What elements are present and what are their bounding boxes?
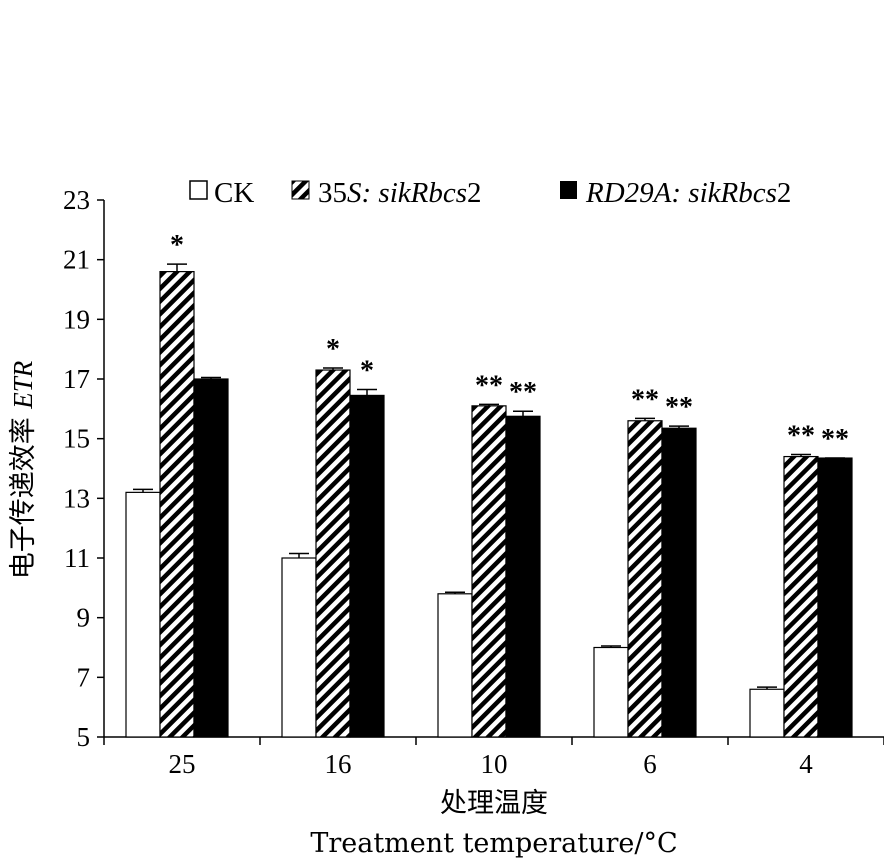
y-axis: 5 7 9 11 13 15 17 19 21 23 bbox=[63, 185, 105, 752]
y-tick-label: 23 bbox=[63, 185, 90, 215]
legend: CK 35S: sikRbcs2 RD29A: sikRbcs2 bbox=[189, 177, 791, 209]
significance-mark: * bbox=[170, 230, 184, 261]
significance-mark: * bbox=[360, 355, 374, 386]
legend-label-35s: 35S: sikRbcs2 bbox=[318, 177, 482, 209]
significance-mark: ** bbox=[821, 424, 849, 455]
bar bbox=[125, 491, 161, 738]
significance-marks: **** ******* **** bbox=[170, 230, 849, 455]
bar bbox=[661, 427, 697, 738]
y-tick-label: 15 bbox=[63, 424, 90, 454]
x-tick-label: 10 bbox=[481, 749, 508, 779]
legend-label-ck: CK bbox=[214, 177, 254, 209]
y-tick-label: 13 bbox=[63, 483, 90, 513]
y-tick-label: 9 bbox=[77, 603, 91, 633]
x-tick-label: 6 bbox=[643, 749, 657, 779]
bars bbox=[125, 271, 853, 738]
significance-mark: * bbox=[326, 334, 340, 365]
legend-swatch-rd29a bbox=[560, 181, 577, 199]
significance-mark: ** bbox=[509, 377, 537, 408]
x-tick-label: 4 bbox=[799, 749, 813, 779]
legend-swatch-35s bbox=[291, 180, 310, 200]
y-tick-label: 5 bbox=[77, 722, 91, 752]
y-tick-label: 19 bbox=[63, 304, 90, 334]
significance-mark: ** bbox=[665, 392, 693, 423]
bar bbox=[471, 405, 507, 738]
x-tick-label: 16 bbox=[325, 749, 352, 779]
error-bars bbox=[133, 263, 845, 690]
bar bbox=[505, 415, 541, 738]
x-axis-title-cn: 处理温度 bbox=[440, 788, 548, 819]
bar bbox=[593, 646, 629, 738]
significance-mark: ** bbox=[787, 420, 815, 451]
x-axis: 25 16 10 6 4 bbox=[103, 736, 884, 779]
legend-swatch-ck bbox=[189, 180, 208, 200]
y-tick-label: 21 bbox=[63, 245, 90, 275]
bar bbox=[783, 455, 819, 738]
x-tick-label: 25 bbox=[169, 749, 196, 779]
y-tick-label: 7 bbox=[77, 662, 91, 692]
bar bbox=[349, 394, 385, 738]
bar bbox=[281, 557, 317, 738]
bar bbox=[627, 420, 663, 738]
bar bbox=[193, 378, 229, 738]
bar bbox=[749, 688, 785, 738]
bar bbox=[315, 369, 351, 738]
legend-label-rd29a: RD29A: sikRbcs2 bbox=[585, 177, 791, 209]
y-axis-title: 电子传递效率 ETR bbox=[8, 360, 39, 579]
x-axis-title-en: Treatment temperature/°C bbox=[310, 828, 677, 858]
y-tick-label: 11 bbox=[64, 543, 90, 573]
bar bbox=[437, 593, 473, 738]
bar bbox=[817, 457, 853, 738]
bar bbox=[159, 271, 195, 738]
significance-mark: ** bbox=[631, 384, 659, 415]
y-tick-label: 17 bbox=[63, 364, 90, 394]
significance-mark: ** bbox=[475, 370, 503, 401]
